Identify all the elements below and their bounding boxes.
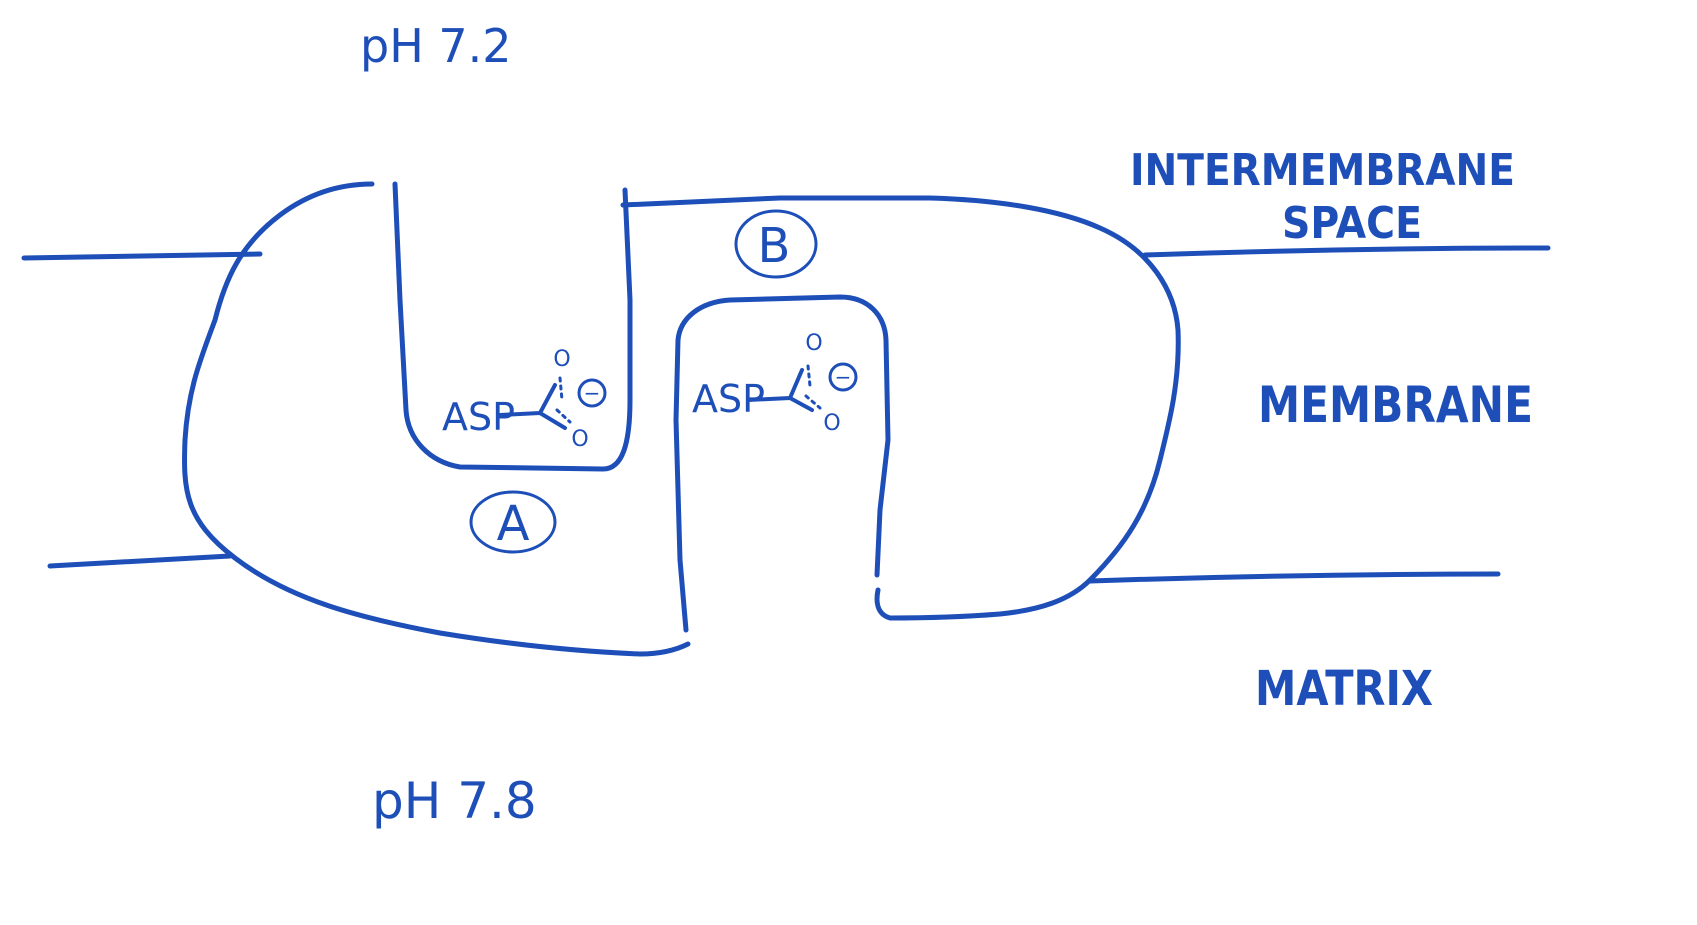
asp-residue-1: ASP O O −	[442, 347, 607, 452]
asp-residue-1-charge-circle	[577, 378, 607, 408]
asp-residue-1-oxygen-top: O	[553, 347, 570, 372]
membrane-bottom-right-line	[1087, 571, 1501, 584]
asp-residue-1-oxygen-bottom: O	[571, 427, 588, 452]
asp-residue-2-oxygen-bottom: O	[823, 411, 840, 436]
asp-residue-2-resonance	[804, 364, 822, 410]
ph-bottom-label: pH 7.8	[372, 772, 537, 830]
protein-left-subunit	[182, 181, 691, 657]
intermembrane-label-line2: SPACE	[1282, 198, 1422, 249]
asp-residue-1-charge: −	[584, 381, 601, 405]
channel-a-wall	[392, 181, 633, 472]
membrane-label: MEMBRANE	[1258, 376, 1533, 434]
membrane-bottom-left-line	[47, 553, 233, 569]
membrane-lines	[21, 245, 1551, 584]
channel-a-label: A	[497, 496, 530, 552]
asp-residue-1-resonance	[555, 376, 572, 424]
channel-b-circle	[734, 209, 818, 279]
asp-residue-1-name: ASP	[442, 395, 515, 439]
channel-a-circle	[469, 490, 557, 554]
membrane-top-left-line	[21, 251, 263, 261]
ph-top-label: pH 7.2	[360, 19, 512, 73]
intermembrane-label-line1: INTERMEMBRANE	[1130, 145, 1515, 196]
asp-residue-2-oxygen-top: O	[805, 331, 822, 356]
asp-residue-2-charge-circle	[828, 362, 858, 392]
channel-b-label: B	[758, 218, 791, 274]
asp-residue-1-bond	[498, 383, 567, 430]
asp-residue-2-bond	[746, 368, 814, 412]
asp-residue-2: ASP O O −	[692, 331, 858, 436]
channel-a-marker: A	[469, 490, 557, 554]
matrix-label: MATRIX	[1255, 661, 1433, 717]
channel-b-wall	[673, 294, 891, 633]
channel-b-marker: B	[734, 209, 818, 279]
membrane-top-right-line	[1142, 245, 1551, 258]
protein-top-edge	[620, 195, 1181, 621]
asp-residue-2-charge: −	[835, 365, 852, 389]
